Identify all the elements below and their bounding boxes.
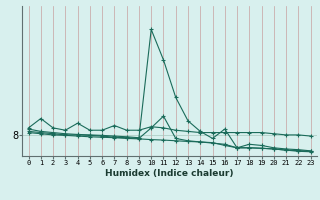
- X-axis label: Humidex (Indice chaleur): Humidex (Indice chaleur): [105, 169, 234, 178]
